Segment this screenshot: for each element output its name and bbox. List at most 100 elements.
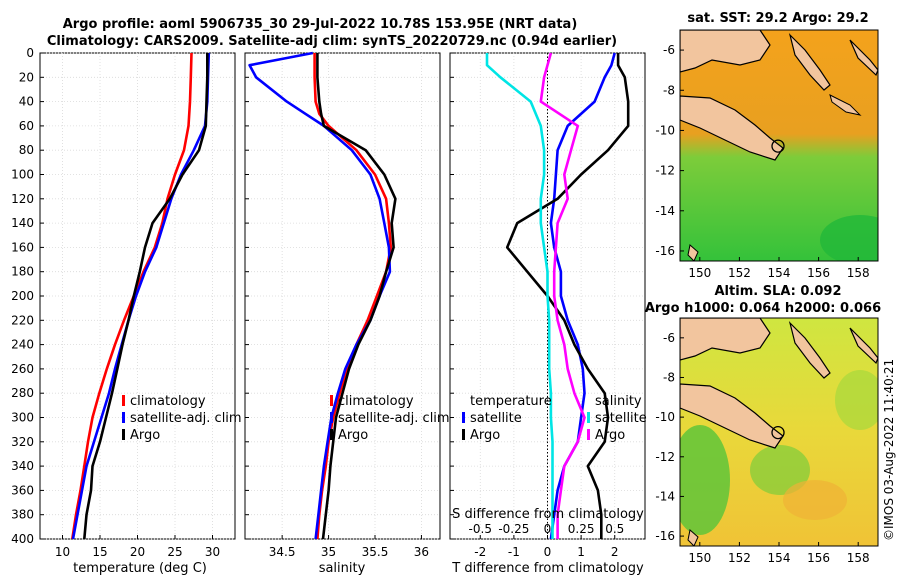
series-line-satellite-adj-clim: [248, 51, 392, 540]
map-lat-label: -10: [655, 123, 675, 137]
landmass-new-ireland: [849, 327, 878, 365]
map-lon-label: 154: [768, 266, 791, 280]
landmass-papuan-peninsula: [680, 95, 784, 161]
legend-swatch-satellite: [330, 412, 333, 423]
legend-swatch-argo-t: [462, 429, 465, 440]
top-tick-label: -0.25: [498, 522, 529, 536]
depth-tick-label: 20: [19, 70, 34, 84]
sla-map-title-line1: Altim. SLA: 0.092: [715, 284, 842, 299]
temperature-xlabel: temperature (deg C): [73, 561, 207, 576]
map-lon-label: 154: [768, 551, 791, 565]
x-tick-label: -2: [474, 545, 486, 559]
series-line-satellite-s: [485, 53, 554, 539]
x-tick-label: -1: [508, 545, 520, 559]
sla-map-title-line2: Argo h1000: 0.064 h2000: 0.066: [645, 301, 881, 316]
salinity-xlabel: salinity: [319, 561, 366, 576]
map-lat-label: -14: [655, 204, 675, 218]
map-lat-label: -12: [655, 450, 675, 464]
depth-tick-label: 160: [11, 240, 34, 254]
x-tick-label: 36: [414, 545, 429, 559]
x-tick-label: 10: [55, 545, 70, 559]
depth-tick-label: 300: [11, 411, 34, 425]
x-tick-label: 30: [205, 545, 220, 559]
top-tick-label: 0.5: [605, 522, 624, 536]
sst-map-title: sat. SST: 29.2 Argo: 29.2: [687, 11, 868, 26]
legend-swatch-argo: [330, 429, 333, 440]
figure-title-line1: Argo profile: aoml 5906735_30 29-Jul-202…: [63, 17, 578, 32]
x-tick-label: 15: [92, 545, 107, 559]
depth-tick-label: 180: [11, 265, 34, 279]
depth-tick-label: 360: [11, 483, 34, 497]
map-lat-label: -10: [655, 410, 675, 424]
x-tick-label: 35.5: [362, 545, 389, 559]
landmass-papuan-peninsula: [680, 383, 784, 449]
x-tick-label: 2: [611, 545, 619, 559]
s-difference-ticks: -0.5 -0.25 0 0.25 0.5: [469, 522, 625, 536]
map-lon-label: 150: [688, 551, 711, 565]
series-line-argo-t: [505, 53, 630, 539]
difference-top-label: S difference from climatology: [452, 507, 644, 522]
difference-panel: -2 -1 0 1 2 T difference from climatology S …: [449, 52, 647, 576]
x-tick-label: 1: [577, 545, 585, 559]
salinity-panel: 34.5 35 35.5 36 salinity climatology satell…: [244, 51, 450, 576]
map-lat-label: -14: [655, 489, 675, 503]
legend-title-temperature: temperature: [470, 394, 552, 409]
top-tick-label: 0.25: [568, 522, 595, 536]
map-lat-label: -6: [663, 43, 675, 57]
depth-tick-label: 380: [11, 508, 34, 522]
sst-float-position-marker: [771, 139, 785, 153]
sst-map-field: [680, 30, 878, 261]
sla-map: Altim. SLA: 0.092 Argo h1000: 0.064 h200…: [645, 284, 881, 565]
depth-tick-label: 80: [19, 143, 34, 157]
series-line-argo: [316, 53, 397, 540]
legend-label-satellite: satellite-adj. clim: [338, 411, 450, 426]
sla-high-patch: [783, 480, 847, 520]
top-tick-label: -0.5: [469, 522, 492, 536]
x-tick-label: 35: [321, 545, 336, 559]
sla-low-patch-center: [750, 445, 810, 495]
depth-tick-label: 40: [19, 95, 34, 109]
map-lon-label: 156: [807, 551, 830, 565]
temperature-legend: climatology satellite-adj. clim Argo: [122, 394, 242, 443]
landmass-new-guinea: [680, 318, 771, 361]
legend-label-satellite-t: satellite: [470, 411, 522, 426]
legend-label-climatology: climatology: [338, 394, 414, 409]
depth-tick-label: 120: [11, 192, 34, 206]
landmass-new-ireland: [849, 39, 878, 77]
map-lon-label: 158: [847, 266, 870, 280]
map-lat-label: -16: [655, 529, 675, 543]
map-lat-label: -16: [655, 244, 675, 258]
depth-tick-label: 0: [26, 46, 34, 60]
legend-label-climatology: climatology: [130, 394, 206, 409]
depth-tick-label: 400: [11, 532, 34, 546]
imos-credit: ©IMOS 03-Aug-2022 11:40:21: [882, 359, 896, 541]
legend-swatch-satellite-t: [462, 412, 465, 423]
x-tick-label: 20: [130, 545, 145, 559]
x-tick-label: 25: [167, 545, 182, 559]
depth-tick-label: 220: [11, 313, 34, 327]
legend-label-argo-s: Argo: [595, 428, 625, 443]
difference-legend-temperature: temperature satellite Argo: [462, 394, 552, 443]
legend-swatch-climatology: [122, 395, 125, 406]
legend-label-argo-t: Argo: [470, 428, 500, 443]
depth-tick-label: 320: [11, 435, 34, 449]
series-line-argo-s: [539, 52, 586, 539]
legend-title-salinity: salinity: [595, 394, 642, 409]
difference-legend-salinity: salinity satellite Argo: [587, 394, 647, 443]
series-line-satellite-adj-clim: [71, 52, 211, 540]
sst-cool-patch: [820, 215, 878, 261]
series-line-argo: [83, 53, 209, 540]
map-lat-label: -6: [663, 331, 675, 345]
depth-tick-label: 280: [11, 386, 34, 400]
top-tick-label: 0: [544, 522, 552, 536]
depth-axis: 0 20 40 60 80 100 120 140 160 180 200 220 240 260 280 3…: [11, 46, 34, 546]
map-lon-label: 150: [688, 266, 711, 280]
map-lat-label: -8: [663, 83, 675, 97]
map-lon-label: 156: [807, 266, 830, 280]
x-tick-label: 34.5: [269, 545, 296, 559]
legend-swatch-argo-s: [587, 429, 590, 440]
map-lat-label: -8: [663, 370, 675, 384]
depth-tick-label: 60: [19, 119, 34, 133]
difference-xlabel: T difference from climatology: [451, 561, 644, 576]
map-lon-label: 158: [847, 551, 870, 565]
